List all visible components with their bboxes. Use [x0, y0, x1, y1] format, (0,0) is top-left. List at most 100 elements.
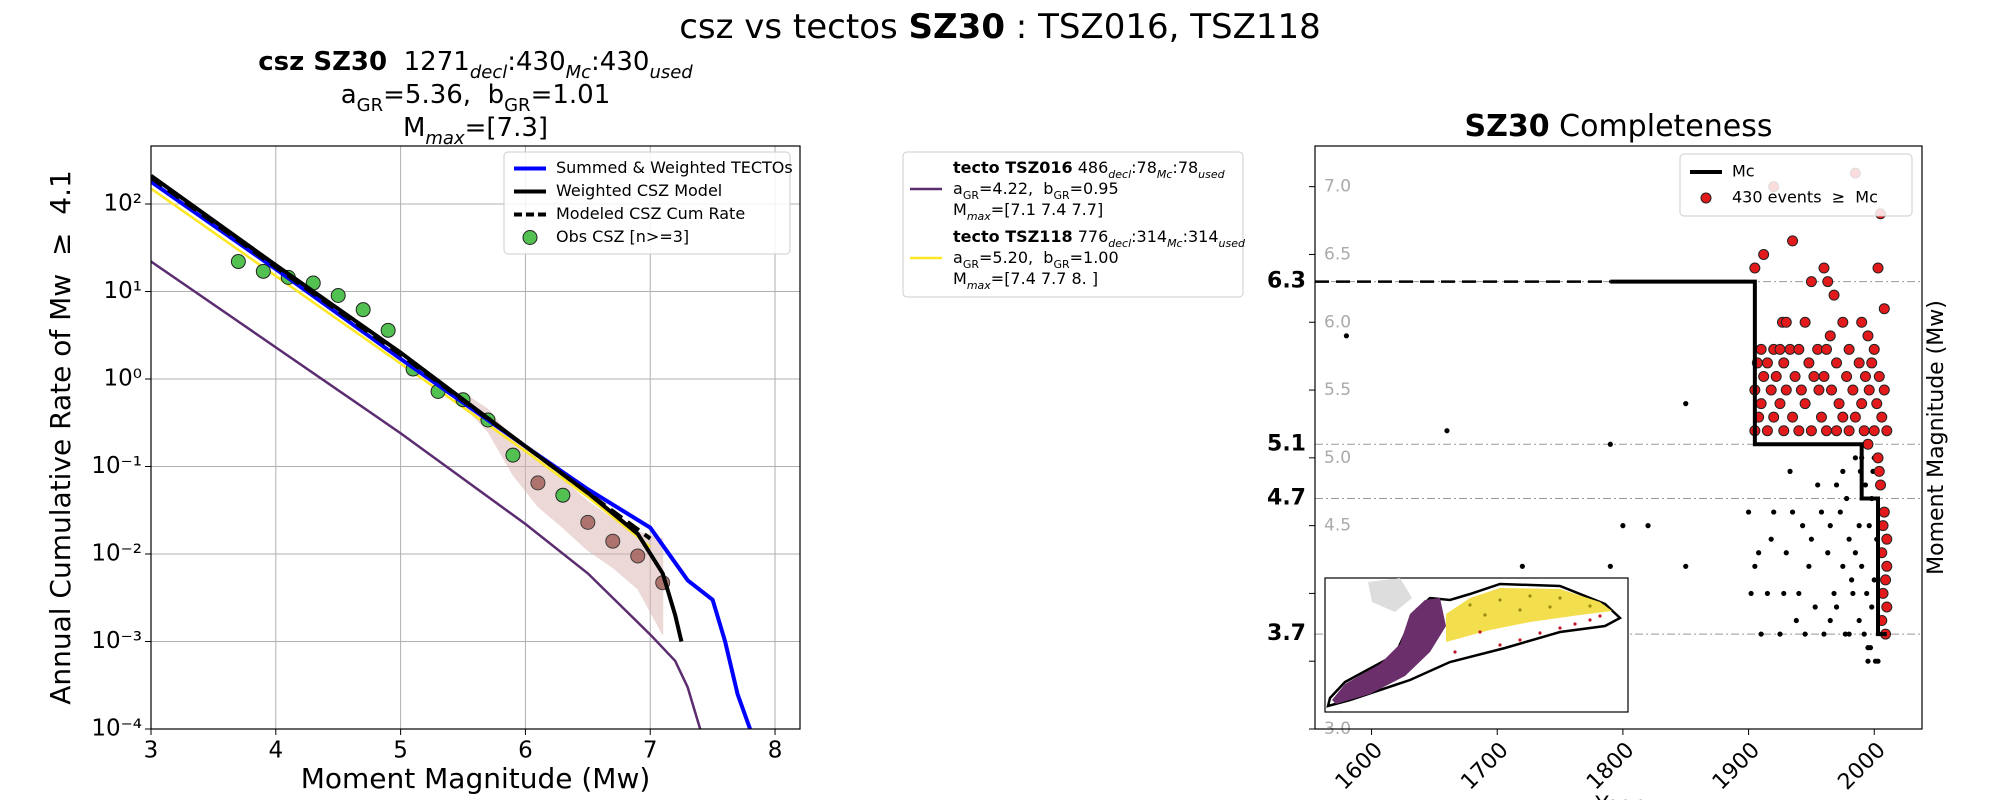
- map-dot: [1548, 605, 1552, 609]
- legend-label: tecto TSZ118 776decl:314Mc:314used: [953, 227, 1246, 250]
- zone-tsz118: [1446, 588, 1612, 642]
- text-segment: M: [953, 200, 967, 219]
- text-segment: :430: [591, 47, 649, 77]
- point: [1793, 425, 1805, 437]
- point: [1620, 523, 1626, 529]
- y-tick-label: 10⁻¹: [91, 453, 142, 479]
- point: [1831, 357, 1843, 369]
- point: [1824, 330, 1836, 342]
- point: [1752, 563, 1758, 569]
- point: [1876, 411, 1888, 423]
- y-tick-label: 10²: [104, 190, 143, 216]
- legend-label: Summed & Weighted TECTOs: [556, 158, 793, 177]
- legend-swatch: [522, 230, 538, 245]
- text-segment: =0.95: [1070, 179, 1119, 198]
- text-segment: =5.36, b: [383, 80, 504, 110]
- point: [1778, 357, 1790, 369]
- point: [1761, 425, 1773, 437]
- mc-tick-label: 5.1: [1267, 431, 1306, 456]
- text-segment: GR: [1053, 189, 1070, 202]
- point: [1815, 411, 1827, 423]
- point: [1881, 560, 1893, 572]
- point: [605, 533, 621, 549]
- text-segment: SZ30: [909, 7, 1005, 47]
- map-dot: [1483, 613, 1487, 617]
- point: [1755, 398, 1767, 410]
- text-segment: used: [649, 62, 693, 83]
- point: [1805, 276, 1817, 288]
- text-segment: : TSZ016, TSZ118: [1005, 7, 1321, 47]
- land: [1368, 578, 1412, 612]
- point: [1802, 631, 1808, 637]
- text-segment: :314: [1183, 227, 1219, 246]
- point: [1645, 523, 1651, 529]
- point: [1847, 384, 1859, 396]
- map-dot: [1558, 626, 1562, 630]
- map-dot: [1518, 638, 1522, 642]
- text-segment: 1271: [387, 47, 470, 77]
- point: [580, 514, 596, 530]
- text-segment: GR: [504, 95, 530, 116]
- text-segment: =[7.3]: [465, 113, 548, 143]
- point: [1827, 523, 1833, 529]
- map-dot: [1573, 622, 1577, 626]
- text-segment: used: [1219, 237, 1246, 250]
- point: [1787, 235, 1799, 247]
- point: [530, 475, 546, 491]
- legend-label: Obs CSZ [n>=3]: [556, 227, 689, 246]
- point: [1831, 590, 1837, 597]
- point: [1770, 370, 1782, 382]
- x-tick-label: 5: [393, 738, 408, 764]
- point: [1878, 506, 1890, 518]
- point: [1837, 509, 1843, 515]
- legend-label: Mc: [1732, 162, 1755, 181]
- point: [1796, 590, 1802, 597]
- legend-label: 430 events ≥ Mc: [1732, 188, 1878, 207]
- text-segment: a: [953, 248, 963, 267]
- point: [1862, 482, 1869, 488]
- point: [1878, 384, 1890, 396]
- line-series: [151, 260, 702, 729]
- point: [1818, 262, 1830, 274]
- point: [1833, 398, 1845, 410]
- point: [1873, 370, 1885, 382]
- point: [1852, 550, 1858, 556]
- y-tick-label: 6.0: [1324, 312, 1351, 332]
- point: [1822, 276, 1834, 288]
- point: [1828, 289, 1840, 301]
- point: [1859, 563, 1865, 569]
- text-segment: :314: [1131, 227, 1167, 246]
- text-segment: =[7.4 7.7 8. ]: [991, 269, 1098, 288]
- x-tick-label: 3: [144, 738, 159, 764]
- text-segment: tecto TSZ118: [953, 227, 1073, 246]
- point: [630, 548, 646, 564]
- point: [1787, 468, 1793, 474]
- point: [1871, 577, 1877, 583]
- y-tick-label: 4.5: [1324, 516, 1351, 536]
- point: [1818, 509, 1825, 515]
- point: [1846, 631, 1852, 637]
- point: [1774, 343, 1786, 355]
- point: [1799, 316, 1811, 328]
- point: [1444, 428, 1450, 434]
- point: [1808, 536, 1815, 542]
- point: [1881, 601, 1893, 613]
- text-segment: GR: [357, 95, 383, 116]
- x-tick-label: 4: [268, 738, 283, 764]
- point: [1825, 550, 1831, 556]
- point: [1808, 370, 1820, 382]
- x-axis-label: Year: [1594, 793, 1643, 800]
- point: [1826, 384, 1838, 396]
- legend-swatch: [1700, 192, 1712, 204]
- point: [1881, 425, 1893, 437]
- point: [1764, 590, 1771, 597]
- text-segment: used: [1198, 168, 1225, 181]
- point: [1789, 370, 1801, 382]
- map-dot: [1588, 604, 1592, 608]
- text-segment: =5.20, b: [979, 248, 1053, 267]
- point: [1793, 343, 1805, 355]
- point: [330, 287, 346, 303]
- text-segment: GR: [963, 258, 980, 271]
